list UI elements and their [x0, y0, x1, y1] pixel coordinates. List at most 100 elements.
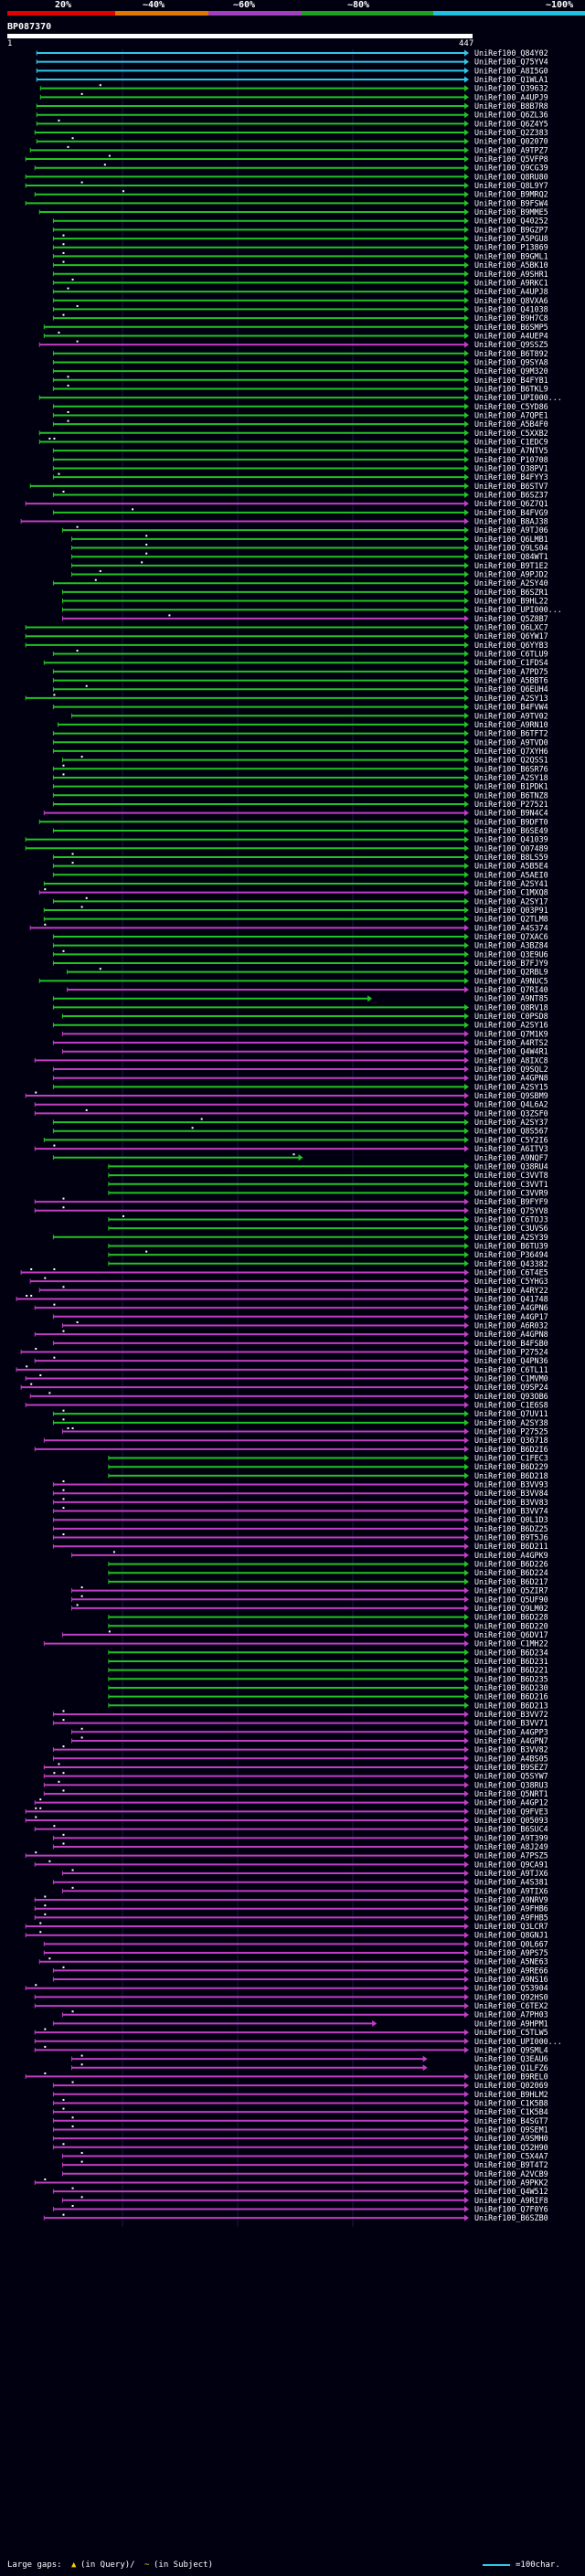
hit-label[interactable]: UniRef100_A9SHR1 — [474, 270, 548, 279]
hit-label[interactable]: UniRef100_A2SY39 — [474, 1233, 548, 1242]
hit-label[interactable]: UniRef100_B6D231 — [474, 1657, 548, 1666]
hit-row[interactable]: UniRef100_C6TLU9 — [52, 650, 548, 659]
hit-row[interactable]: UniRef100_Q5UF90 — [71, 1595, 548, 1604]
hit-label[interactable]: UniRef100_Q8GNJ1 — [474, 1931, 548, 1940]
hit-label[interactable]: UniRef100_Q9SYA8 — [474, 357, 548, 366]
hit-label[interactable]: UniRef100_B9REL0 — [474, 2072, 548, 2081]
hit-label[interactable]: UniRef100_A9TJX6 — [474, 1869, 548, 1878]
hit-label[interactable]: UniRef100_Q7RI40 — [474, 985, 548, 994]
hit-label[interactable]: UniRef100_UPI000... — [474, 393, 562, 402]
hit-row[interactable]: UniRef100_A9PKK2 — [34, 2178, 548, 2187]
hit-label[interactable]: UniRef100_Q52H90 — [474, 2143, 548, 2152]
hit-label[interactable]: UniRef100_B9T1E2 — [474, 561, 548, 570]
hit-row[interactable]: UniRef100_B6D226 — [108, 1560, 548, 1569]
hit-row[interactable]: UniRef100_C5YD86 — [52, 402, 548, 411]
hit-row[interactable]: UniRef100_B9GZP7 — [52, 225, 548, 234]
hit-label[interactable]: UniRef100_B3VV84 — [474, 1489, 548, 1498]
hit-label[interactable]: UniRef100_A8I5G0 — [474, 66, 548, 75]
hit-row[interactable]: UniRef100_A9NUC5 — [38, 976, 548, 985]
hit-label[interactable]: UniRef100_C1EDC9 — [474, 437, 548, 446]
hit-label[interactable]: UniRef100_A9RN10 — [474, 720, 548, 729]
hit-row[interactable]: UniRef100_Q84WT1 — [71, 552, 548, 561]
hit-row[interactable]: UniRef100_Q7XYH6 — [52, 747, 548, 756]
hit-label[interactable]: UniRef100_B9MRQ2 — [474, 190, 548, 199]
hit-label[interactable]: UniRef100_P27521 — [474, 800, 548, 809]
hit-label[interactable]: UniRef100_A5B5E4 — [474, 862, 548, 871]
hit-label[interactable]: UniRef100_B9GML1 — [474, 251, 548, 260]
hit-row[interactable]: UniRef100_Q02070 — [36, 137, 548, 146]
hit-label[interactable]: UniRef100_B4SGT7 — [474, 2116, 548, 2125]
hit-label[interactable]: UniRef100_Q75YV4 — [474, 58, 548, 67]
hit-row[interactable]: UniRef100_Q41039 — [25, 835, 548, 844]
hit-row[interactable]: UniRef100_A9PJD2 — [71, 570, 548, 579]
hit-label[interactable]: UniRef100_A7PD75 — [474, 667, 548, 676]
hit-row[interactable]: UniRef100_A8I5G0 — [36, 66, 548, 75]
hit-label[interactable]: UniRef100_Q7XYH6 — [474, 747, 548, 756]
hit-row[interactable]: UniRef100_A9T399 — [52, 1833, 548, 1842]
hit-row[interactable]: UniRef100_A2SY39 — [52, 1233, 548, 1242]
hit-label[interactable]: UniRef100_A9NS16 — [474, 1975, 548, 1984]
hit-label[interactable]: UniRef100_A2SY16 — [474, 1021, 548, 1030]
hit-row[interactable]: UniRef100_B6SZB0 — [43, 2213, 548, 2222]
hit-label[interactable]: UniRef100_A4GPN7 — [474, 1736, 548, 1745]
hit-label[interactable]: UniRef100_Q5VFP8 — [474, 154, 548, 164]
hit-label[interactable]: UniRef100_A4GPN8 — [474, 1330, 548, 1339]
hit-row[interactable]: UniRef100_A8J249 — [52, 1842, 548, 1851]
hit-label[interactable]: UniRef100_Q9SBM9 — [474, 1091, 548, 1100]
hit-row[interactable]: UniRef100_A5B5E4 — [52, 862, 548, 871]
hit-label[interactable]: UniRef100_B6T892 — [474, 349, 548, 358]
hit-label[interactable]: UniRef100_A2SY13 — [474, 694, 548, 703]
hit-row[interactable]: UniRef100_B6TU39 — [108, 1241, 548, 1250]
hit-row[interactable]: UniRef100_C5X4A7 — [61, 2151, 548, 2160]
hit-row[interactable]: UniRef100_A9TVD0 — [52, 737, 548, 747]
hit-row[interactable]: UniRef100_B9T4T2 — [61, 2160, 548, 2169]
hit-row[interactable]: UniRef100_A7PH03 — [61, 2010, 548, 2019]
hit-row[interactable]: UniRef100_A9NQF7 — [52, 1153, 548, 1162]
hit-label[interactable]: UniRef100_B8B7R8 — [474, 101, 548, 111]
hit-row[interactable]: UniRef100_B3VV82 — [52, 1745, 548, 1754]
hit-label[interactable]: UniRef100_A9SMH0 — [474, 2134, 548, 2143]
hit-row[interactable]: UniRef100_Q05093 — [25, 1816, 548, 1825]
hit-row[interactable]: UniRef100_Q2RBL9 — [67, 968, 548, 977]
hit-row[interactable]: UniRef100_A7QPE1 — [52, 410, 548, 419]
hit-label[interactable]: UniRef100_B8LS59 — [474, 853, 548, 862]
hit-row[interactable]: UniRef100_B9T5J6 — [52, 1533, 548, 1542]
hit-label[interactable]: UniRef100_A6R032 — [474, 1320, 548, 1330]
hit-row[interactable]: UniRef100_A5NE63 — [38, 1957, 548, 1966]
hit-row[interactable]: UniRef100_B3VV84 — [52, 1489, 548, 1498]
hit-label[interactable]: UniRef100_A4S374 — [474, 923, 548, 932]
hit-label[interactable]: UniRef100_B6D228 — [474, 1613, 548, 1622]
hit-row[interactable]: UniRef100_A2SY15 — [52, 1082, 548, 1091]
hit-label[interactable]: UniRef100_Q6YYB3 — [474, 641, 548, 650]
hit-label[interactable]: UniRef100_C5XXB2 — [474, 429, 548, 438]
hit-row[interactable]: UniRef100_P27524 — [20, 1347, 548, 1356]
hit-label[interactable]: UniRef100_B6D220 — [474, 1621, 548, 1630]
hit-label[interactable]: UniRef100_A9RE66 — [474, 1966, 548, 1975]
hit-label[interactable]: UniRef100_B6D216 — [474, 1692, 548, 1701]
hit-row[interactable]: UniRef100_B4FYB1 — [52, 376, 548, 385]
hit-row[interactable]: UniRef100_Q07489 — [25, 843, 548, 853]
hit-label[interactable]: UniRef100_Q53904 — [474, 1984, 548, 1993]
hit-row[interactable]: UniRef100_B6D216 — [108, 1692, 548, 1701]
hit-label[interactable]: UniRef100_B6SE49 — [474, 826, 548, 835]
hit-row[interactable]: UniRef100_A4BS05 — [52, 1754, 548, 1763]
hit-label[interactable]: UniRef100_Q3LCR7 — [474, 1922, 548, 1931]
hit-label[interactable]: UniRef100_A5NE63 — [474, 1957, 548, 1966]
hit-row[interactable]: UniRef100_Q2TLM8 — [43, 915, 548, 924]
hit-row[interactable]: UniRef100_Q8RV18 — [52, 1002, 548, 1012]
hit-label[interactable]: UniRef100_Q9SEM1 — [474, 2125, 548, 2134]
hit-row[interactable]: UniRef100_A8IXC8 — [34, 1055, 548, 1065]
hit-label[interactable]: UniRef100_A2SY15 — [474, 1082, 548, 1091]
hit-row[interactable]: UniRef100_A6R032 — [61, 1320, 548, 1330]
hit-row[interactable]: UniRef100_Q7F0Y6 — [52, 2204, 548, 2213]
hit-row[interactable]: UniRef100_Q8RU80 — [25, 172, 548, 181]
hit-label[interactable]: UniRef100_Q9CG39 — [474, 164, 548, 173]
hit-row[interactable]: UniRef100_A7NTV5 — [52, 446, 548, 455]
hit-row[interactable]: UniRef100_A4UPJ9 — [39, 92, 548, 101]
hit-row[interactable]: UniRef100_Q3LCR7 — [25, 1922, 548, 1931]
hit-row[interactable]: UniRef100_A2SY40 — [52, 578, 548, 588]
hit-label[interactable]: UniRef100_A9NRV9 — [474, 1895, 548, 1904]
hit-label[interactable]: UniRef100_A2SY37 — [474, 1118, 548, 1127]
hit-label[interactable]: UniRef100_Q41748 — [474, 1294, 548, 1303]
hit-label[interactable]: UniRef100_B6STV7 — [474, 482, 548, 491]
